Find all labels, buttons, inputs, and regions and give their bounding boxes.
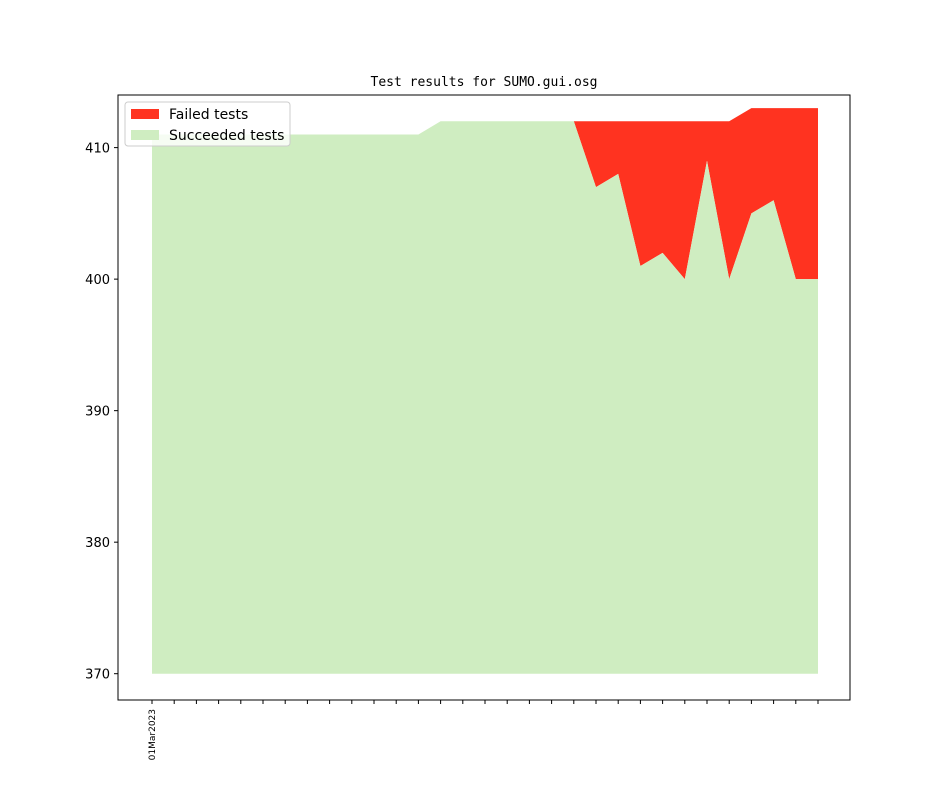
axes: 370 380 390 400 410 01Mar2023: [85, 94, 851, 760]
legend-label: Failed tests: [169, 107, 248, 123]
y-tick-label: 410: [85, 142, 110, 157]
failed-tests-area: [152, 108, 818, 280]
legend-swatch: [131, 130, 159, 140]
y-tick-label: 370: [85, 668, 110, 683]
chart-title: Test results for SUMO.gui.osg: [371, 75, 598, 90]
plot-frame: [117, 94, 851, 701]
legend-box: [124, 101, 291, 147]
y-tick-label: 400: [85, 273, 110, 288]
legend-swatch: [131, 109, 159, 119]
plot-area: [152, 108, 818, 674]
y-tick-label: 380: [85, 536, 110, 551]
legend: Failed tests Succeeded tests: [124, 101, 291, 147]
succeeded-tests-area: [152, 121, 818, 674]
x-tick-label: 01Mar2023: [148, 709, 158, 760]
y-tick-label: 390: [85, 405, 110, 420]
legend-label: Succeeded tests: [169, 128, 284, 144]
